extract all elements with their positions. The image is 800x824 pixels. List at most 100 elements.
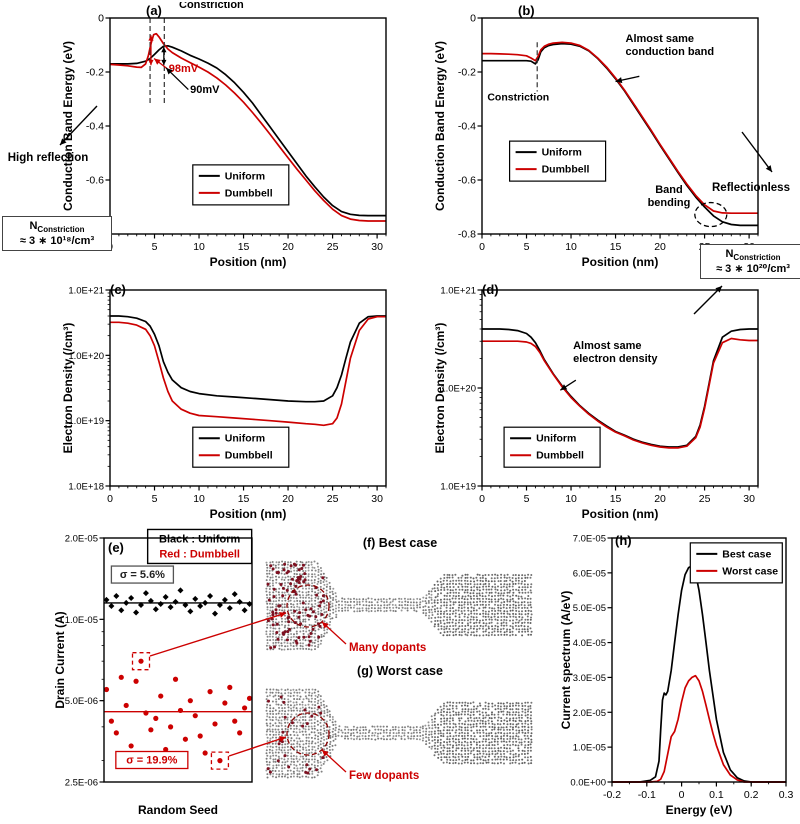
svg-text:Position (nm): Position (nm): [210, 255, 287, 269]
svg-text:2.0E-05: 2.0E-05: [573, 708, 606, 719]
svg-text:0: 0: [479, 493, 485, 505]
panel-letter-d: (d): [482, 282, 499, 297]
svg-text:15: 15: [610, 493, 622, 505]
svg-text:electron density: electron density: [573, 353, 658, 365]
svg-text:-0.2: -0.2: [458, 67, 476, 79]
svg-text:-0.8: -0.8: [458, 229, 476, 241]
svg-text:Drain Current (A): Drain Current (A): [53, 611, 67, 708]
svg-text:30: 30: [371, 241, 383, 253]
svg-text:-0.4: -0.4: [86, 121, 104, 133]
svg-text:Red : Dumbbell: Red : Dumbbell: [159, 548, 240, 560]
svg-text:Electron Density (/cm³): Electron Density (/cm³): [61, 323, 75, 454]
n-constriction-right-box: NConstriction ≈ 3 ∗ 10²⁰/cm³: [700, 244, 800, 280]
panel-f-title: (f) Best case: [262, 536, 538, 554]
svg-text:1.0E+18: 1.0E+18: [68, 482, 104, 493]
svg-text:1.0E+21: 1.0E+21: [440, 286, 476, 297]
svg-text:Black : Uniform: Black : Uniform: [159, 533, 241, 545]
svg-text:-0.2: -0.2: [603, 789, 621, 801]
svg-text:7.0E-05: 7.0E-05: [573, 534, 606, 545]
panel-g-title-text: Worst case: [376, 664, 443, 678]
svg-text:5: 5: [152, 241, 158, 253]
panel-best-case: (f) Best case Many dopants: [262, 536, 538, 663]
svg-text:Electron Density (/cm³): Electron Density (/cm³): [433, 323, 447, 454]
svg-text:Dumbbell: Dumbbell: [225, 450, 273, 462]
svg-text:5.0E-05: 5.0E-05: [573, 603, 606, 614]
svg-text:Almost same: Almost same: [626, 33, 694, 45]
svg-text:Position (nm): Position (nm): [582, 255, 659, 269]
svg-text:4.0E-05: 4.0E-05: [573, 638, 606, 649]
svg-text:20: 20: [654, 241, 666, 253]
svg-text:6.0E-05: 6.0E-05: [573, 568, 606, 579]
panel-g-title: (g) Worst case: [262, 664, 538, 682]
svg-text:Worst case: Worst case: [722, 565, 778, 577]
svg-text:0.2: 0.2: [744, 789, 759, 801]
svg-text:bending: bending: [648, 197, 691, 209]
svg-text:1.0E+20: 1.0E+20: [68, 351, 104, 362]
n-constriction-left-box: NConstriction ≈ 3 ∗ 10¹⁸/cm³: [2, 216, 112, 252]
svg-text:0.0E+00: 0.0E+00: [570, 778, 606, 789]
svg-text:10: 10: [565, 493, 577, 505]
svg-text:5: 5: [524, 493, 530, 505]
svg-text:Conduction Band Energy (eV): Conduction Band Energy (eV): [433, 41, 447, 211]
panel-letter-e: (e): [108, 540, 124, 555]
n-constriction-left-label: NConstriction: [29, 220, 85, 235]
n-constriction-right-label: NConstriction: [725, 248, 781, 263]
svg-text:0.3: 0.3: [779, 789, 794, 801]
svg-text:1.0E+21: 1.0E+21: [68, 286, 104, 297]
svg-text:1.0E-05: 1.0E-05: [573, 743, 606, 754]
svg-text:15: 15: [238, 241, 250, 253]
reflectionless-label: Reflectionless: [712, 182, 790, 194]
svg-text:15: 15: [610, 241, 622, 253]
svg-text:25: 25: [327, 493, 339, 505]
svg-text:Dumbbell: Dumbbell: [536, 450, 584, 462]
svg-text:-0.4: -0.4: [458, 121, 476, 133]
svg-text:1.0E-05: 1.0E-05: [65, 615, 98, 626]
panel-letter-f: (f): [362, 536, 376, 550]
svg-text:0.1: 0.1: [709, 789, 724, 801]
svg-text:-0.1: -0.1: [638, 789, 656, 801]
svg-text:-0.6: -0.6: [458, 175, 476, 187]
svg-text:Few dopants: Few dopants: [349, 770, 419, 782]
svg-text:Band: Band: [655, 184, 683, 196]
svg-text:10: 10: [193, 241, 205, 253]
device-best-case-image: Many dopants: [265, 560, 533, 654]
svg-text:Dumbbell: Dumbbell: [542, 164, 590, 176]
svg-text:0: 0: [98, 13, 104, 25]
chart-drain-current-scatter: σ = 5.6% σ = 19.9% Black : Uniform Red : Du…: [53, 528, 253, 817]
svg-text:Uniform: Uniform: [542, 147, 582, 159]
device-worst-case-image: Few dopants: [265, 688, 533, 782]
svg-text:25: 25: [699, 493, 711, 505]
panel-letter-h: (h): [615, 533, 632, 548]
svg-text:0: 0: [479, 241, 485, 253]
svg-text:90mV: 90mV: [190, 84, 220, 96]
svg-text:1.0E+20: 1.0E+20: [440, 384, 476, 395]
panel-f-title-text: Best case: [378, 536, 438, 550]
svg-text:15: 15: [238, 493, 250, 505]
svg-text:Constriction: Constriction: [487, 91, 549, 103]
svg-text:2.5E-06: 2.5E-06: [65, 778, 98, 789]
n-constriction-left-value: ≈ 3 ∗ 10¹⁸/cm³: [19, 235, 95, 248]
svg-text:-0.2: -0.2: [86, 67, 104, 79]
high-reflection-label: High reflection: [7, 152, 89, 164]
svg-text:2.0E-05: 2.0E-05: [65, 534, 98, 545]
svg-text:30: 30: [371, 493, 383, 505]
svg-text:5: 5: [152, 493, 158, 505]
panel-letter-g: (g): [357, 664, 373, 678]
svg-text:1.0E+19: 1.0E+19: [440, 482, 476, 493]
svg-text:-0.6: -0.6: [86, 175, 104, 187]
svg-text:0: 0: [679, 789, 685, 801]
svg-text:5: 5: [524, 241, 530, 253]
svg-text:0: 0: [470, 13, 476, 25]
svg-text:20: 20: [654, 493, 666, 505]
svg-text:1.0E+19: 1.0E+19: [68, 416, 104, 427]
svg-text:Dumbbell: Dumbbell: [225, 187, 273, 199]
svg-text:σ = 5.6%: σ = 5.6%: [120, 569, 165, 581]
svg-text:Random Seed: Random Seed: [138, 803, 218, 817]
svg-text:25: 25: [327, 241, 339, 253]
svg-text:Constriction: Constriction: [179, 2, 244, 11]
svg-text:Uniform: Uniform: [536, 433, 576, 445]
svg-text:10: 10: [565, 241, 577, 253]
